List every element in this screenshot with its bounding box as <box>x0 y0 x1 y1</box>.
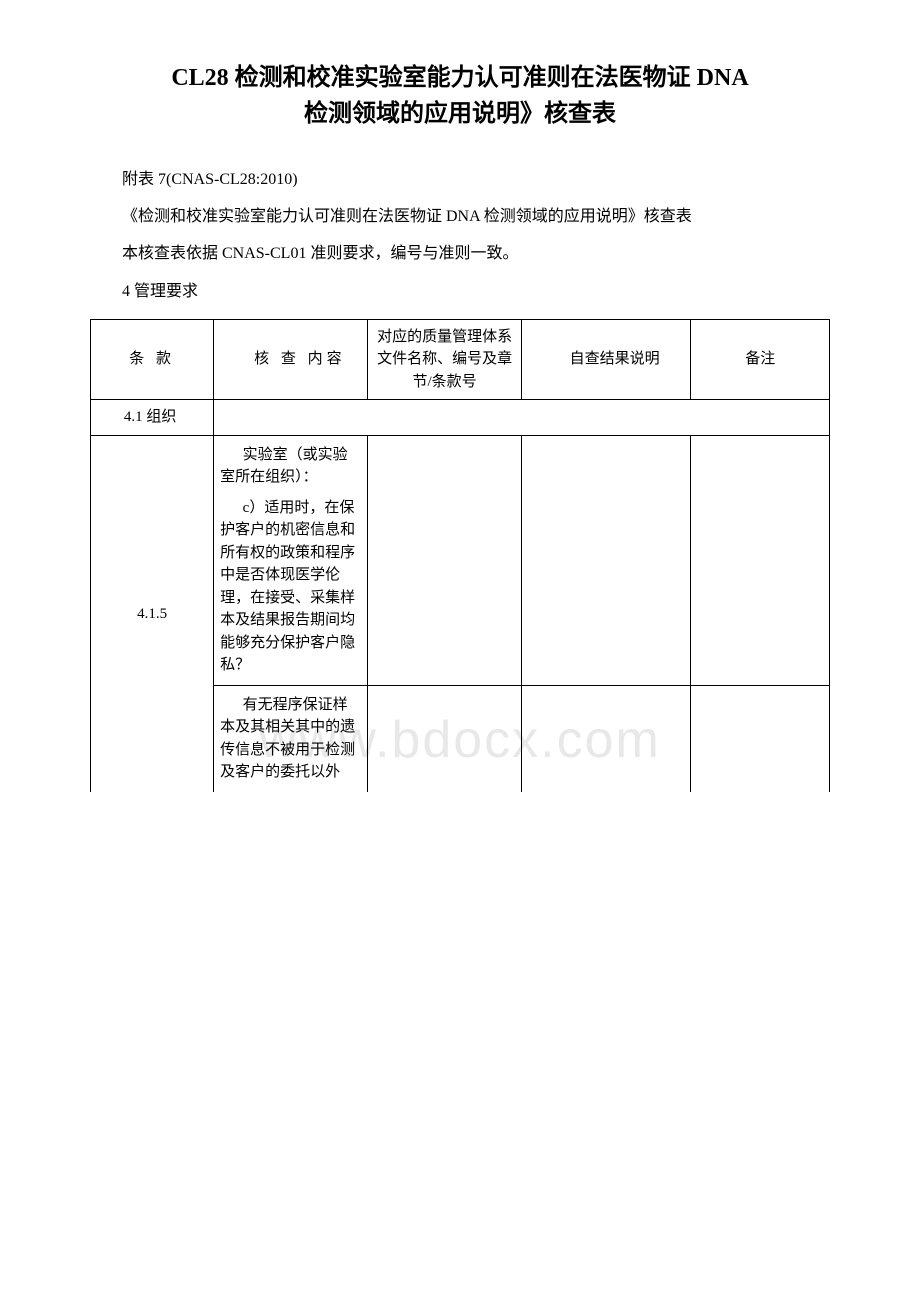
paragraph-doc-title: 《检测和校准实验室能力认可准则在法医物证 DNA 检测领域的应用说明》核查表 <box>90 199 830 234</box>
result-cell <box>522 435 691 685</box>
table-row: 4.1.5 实验室（或实验室所在组织）： c）适用时，在保护客户的机密信息和所有… <box>91 435 830 685</box>
document-title: CL28 检测和校准实验室能力认可准则在法医物证 DNA 检测领域的应用说明》核… <box>90 60 830 132</box>
header-content: 核 查 内容 <box>214 319 368 400</box>
paragraph-basis: 本核查表依据 CNAS-CL01 准则要求，编号与准则一致。 <box>90 236 830 271</box>
remark-cell <box>691 435 830 685</box>
table-header-row: 条 款 核 查 内容 对应的质量管理体系文件名称、编号及章节/条款号 自查结果说… <box>91 319 830 400</box>
sub-section-span <box>214 400 830 436</box>
sub-section-row: 4.1 组织 <box>91 400 830 436</box>
header-result: 自查结果说明 <box>522 319 691 400</box>
remark-cell <box>691 685 830 792</box>
content-cell: 有无程序保证样本及其相关其中的遗传信息不被用于检测及客户的委托以外 <box>214 685 368 792</box>
content-p1: 实验室（或实验室所在组织）： <box>220 444 361 489</box>
sub-section-label: 4.1 组织 <box>91 400 214 436</box>
paragraph-appendix: 附表 7(CNAS-CL28:2010) <box>90 162 830 197</box>
header-remark: 备注 <box>691 319 830 400</box>
title-line-1: CL28 检测和校准实验室能力认可准则在法医物证 DNA <box>171 65 748 91</box>
clause-cell: 4.1.5 <box>91 435 214 792</box>
content-cell: 实验室（或实验室所在组织）： c）适用时，在保护客户的机密信息和所有权的政策和程… <box>214 435 368 685</box>
content-p1: 有无程序保证样本及其相关其中的遗传信息不被用于检测及客户的委托以外 <box>220 694 361 784</box>
header-clause: 条 款 <box>91 319 214 400</box>
content-p2: c）适用时，在保护客户的机密信息和所有权的政策和程序中是否体现医学伦理，在接受、… <box>220 497 361 677</box>
section-number: 4 管理要求 <box>90 274 830 309</box>
doc-cell <box>368 435 522 685</box>
title-line-2: 检测领域的应用说明》核查表 <box>304 101 616 127</box>
result-cell <box>522 685 691 792</box>
doc-cell <box>368 685 522 792</box>
checklist-table: 条 款 核 查 内容 对应的质量管理体系文件名称、编号及章节/条款号 自查结果说… <box>90 319 830 792</box>
header-doc: 对应的质量管理体系文件名称、编号及章节/条款号 <box>368 319 522 400</box>
